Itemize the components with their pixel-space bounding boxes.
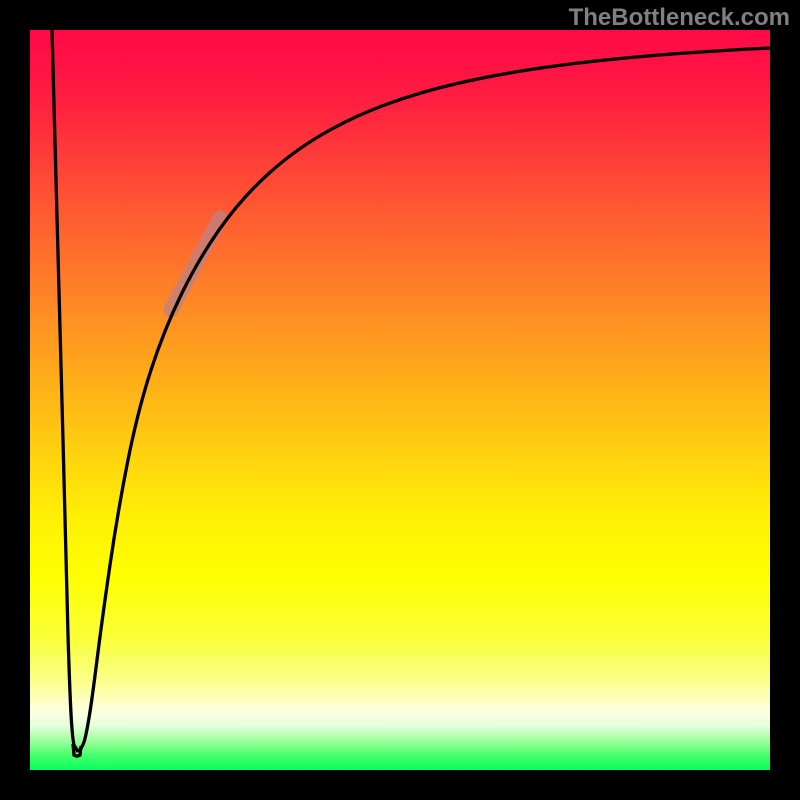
chart-container: TheBottleneck.com — [0, 0, 800, 800]
chart-svg — [0, 0, 800, 800]
